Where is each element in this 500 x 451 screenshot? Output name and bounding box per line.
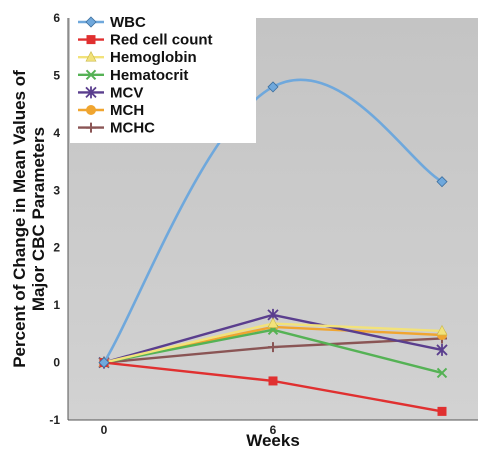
legend-item-mch: MCH: [78, 102, 144, 119]
marker-red-cell-count: [268, 376, 278, 386]
x-tick-label: 6: [270, 423, 277, 437]
series-layer: [98, 78, 448, 416]
marker-mch: [86, 105, 96, 115]
marker-mcv: [436, 343, 448, 356]
marker-mchc: [86, 122, 96, 133]
marker-wbc: [436, 176, 448, 188]
legend-label-hematocrit: Hematocrit: [110, 67, 188, 84]
legend-item-hematocrit: Hematocrit: [78, 67, 188, 84]
marker-red-cell-count: [86, 35, 96, 45]
marker-mchc: [268, 342, 278, 353]
y-axis-title-line1: Percent of Change in Mean Values of: [10, 70, 29, 368]
y-tick-label: 3: [53, 183, 60, 197]
series-wbc: [98, 78, 448, 369]
axes: [67, 18, 478, 421]
legend-label-mcv: MCV: [110, 84, 143, 101]
y-tick-label: 5: [53, 68, 60, 82]
legend-item-mchc: MCHC: [78, 120, 155, 137]
y-tick-label: -1: [49, 413, 60, 427]
marker-wbc: [85, 16, 97, 28]
y-tick-labels: -1 0 1 2 3 4 5 6: [49, 11, 60, 427]
y-axis-title-line2: Major CBC Parameters: [29, 127, 48, 311]
legend-item-mcv: MCV: [78, 84, 143, 101]
marker-hemoglobin: [267, 317, 279, 328]
y-tick-label: 2: [53, 241, 60, 255]
marker-red-cell-count: [437, 406, 447, 416]
y-tick-label: 0: [53, 356, 60, 370]
marker-hematocrit: [85, 69, 97, 81]
x-tick-label: 0: [101, 423, 108, 437]
legend-item-hemoglobin: Hemoglobin: [78, 49, 197, 66]
legend-label-wbc: WBC: [110, 14, 146, 31]
marker-wbc: [267, 81, 279, 93]
legend-label-hemoglobin: Hemoglobin: [110, 49, 197, 66]
x-axis-title: Weeks: [246, 431, 300, 450]
legend-label-mchc: MCHC: [110, 120, 155, 137]
legend-label-red-cell-count: Red cell count: [110, 32, 213, 49]
marker-hemoglobin: [85, 51, 97, 62]
legend-item-wbc: WBC: [78, 14, 146, 31]
legend-label-mch: MCH: [110, 102, 144, 119]
y-tick-label: 6: [53, 11, 60, 25]
marker-hematocrit: [436, 367, 448, 379]
line-wbc: [102, 78, 444, 364]
legend-item-red-cell-count: Red cell count: [78, 32, 213, 49]
marker-mcv: [85, 86, 97, 99]
marker-wbc: [98, 357, 110, 369]
y-tick-label: 4: [53, 126, 60, 140]
marker-hemoglobin: [436, 324, 448, 336]
y-tick-label: 1: [53, 298, 60, 312]
